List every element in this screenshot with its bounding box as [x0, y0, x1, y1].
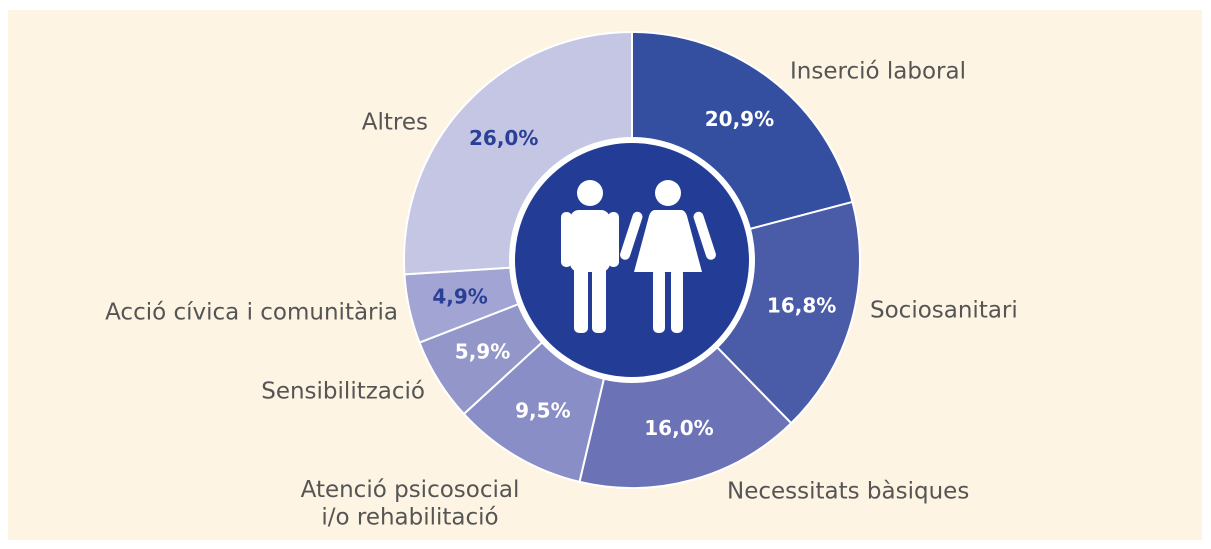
value-label: 5,9% — [455, 339, 510, 363]
value-label: 20,9% — [705, 107, 774, 131]
people-icon — [561, 180, 716, 333]
category-label: Necessitats bàsiques — [727, 479, 969, 505]
value-label: 26,0% — [469, 126, 538, 150]
category-label: Sensibilització — [261, 379, 425, 405]
center-circle — [515, 143, 749, 377]
category-label: Atenció psicosocial i/o rehabilitació — [301, 477, 520, 531]
value-label: 16,0% — [644, 416, 713, 440]
category-label: Sociosanitari — [870, 298, 1018, 324]
value-label: 9,5% — [515, 398, 570, 422]
slices — [403, 30, 861, 489]
category-label: Inserció laboral — [790, 59, 966, 85]
value-label: 4,9% — [432, 284, 487, 308]
value-label: 16,8% — [767, 293, 836, 317]
category-label: Acció cívica i comunitària — [105, 300, 398, 326]
category-label: Altres — [362, 110, 428, 136]
